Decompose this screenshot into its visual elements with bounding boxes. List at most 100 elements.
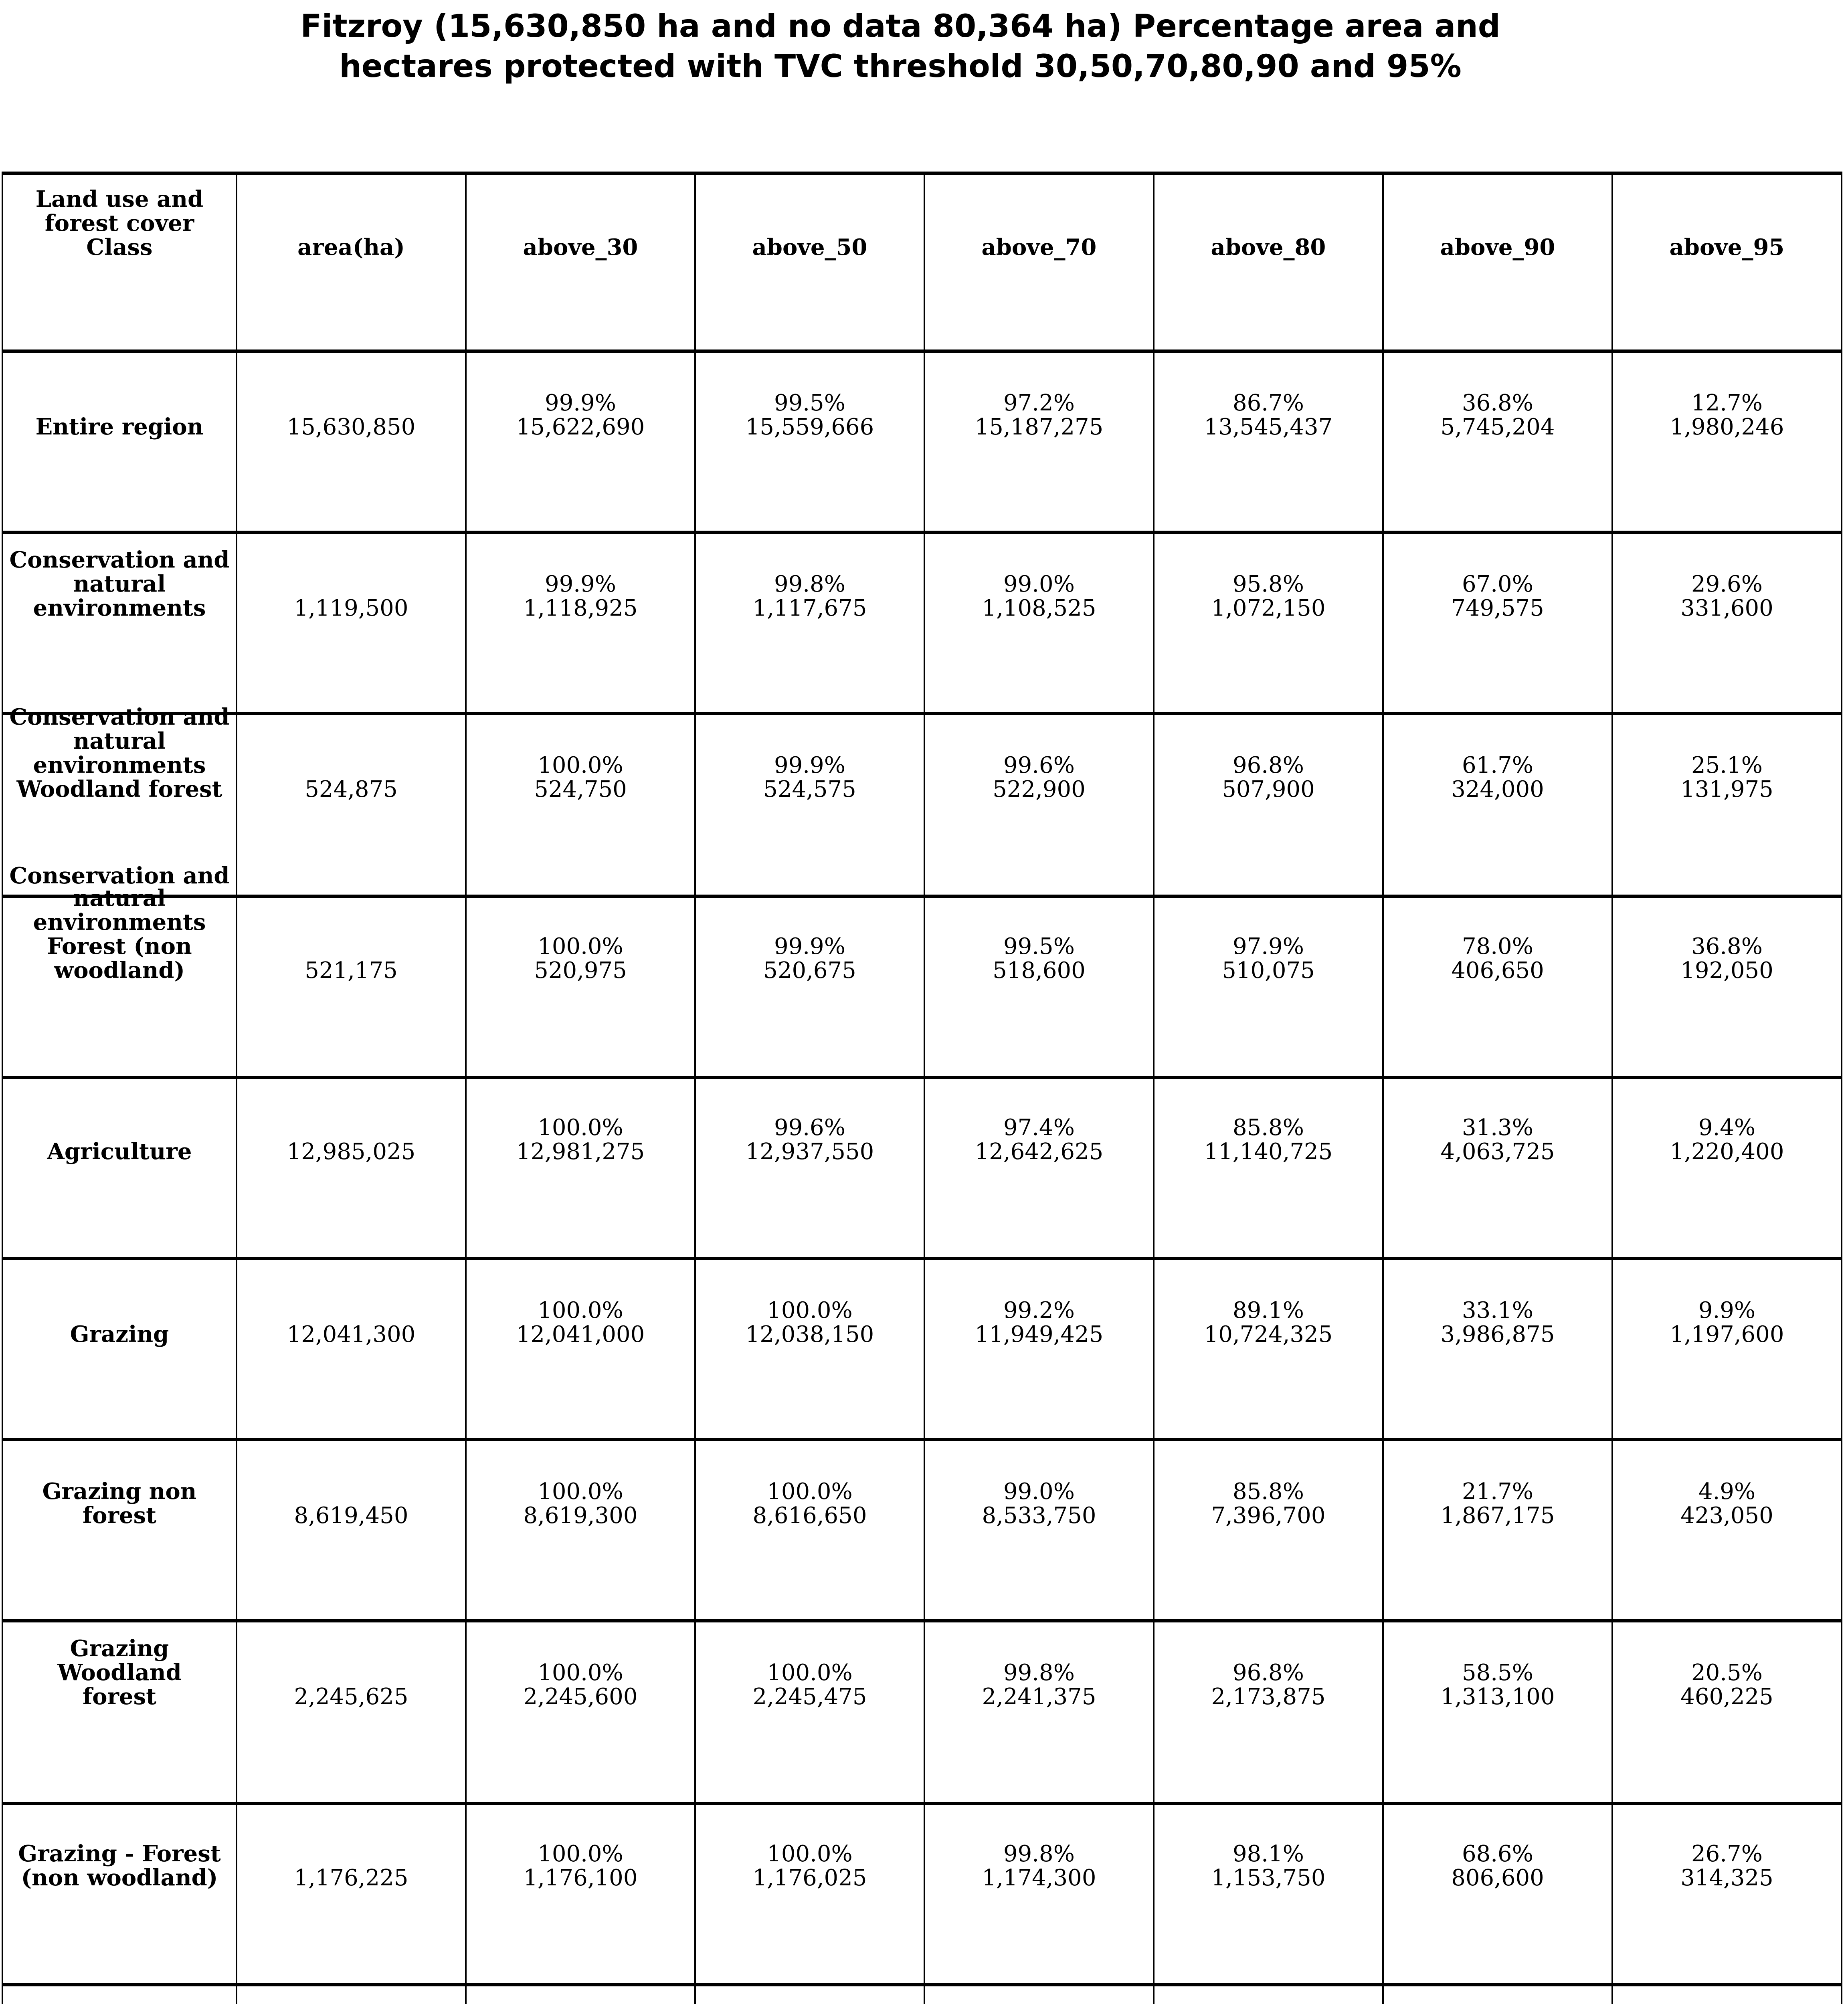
- data-cell-above-70: 99.2% 11,949,425: [925, 1260, 1154, 1438]
- hectares-value: 192,050: [1680, 959, 1773, 985]
- row-label-cell: Grazing non forest: [3, 1441, 237, 1620]
- table-row: Entire region 15,630,850 99.9% 15,622,690…: [3, 353, 1841, 534]
- hectares-value: 522,900: [993, 777, 1086, 803]
- percent-value: 99.6%: [1003, 754, 1075, 780]
- hectares-value: 510,075: [1222, 959, 1315, 985]
- hectares-value: 8,533,750: [982, 1503, 1096, 1529]
- row-label-cell: Grazing Woodland forest: [3, 1623, 237, 1801]
- hectares-value: 507,900: [1222, 777, 1315, 803]
- area-cell: 521,175: [237, 897, 467, 1075]
- table-row: Conservation and natural environments Wo…: [3, 707, 1841, 897]
- area-value: 12,985,025: [287, 1140, 416, 1166]
- hectares-value: 11,140,725: [1204, 1140, 1333, 1166]
- hectares-value: 5,745,204: [1440, 414, 1555, 440]
- header-cell-above-70: above_70: [925, 175, 1154, 349]
- row-label: Conservation and natural environments: [9, 548, 230, 622]
- header-label: above_90: [1440, 235, 1555, 261]
- data-cell-above-70: 99.6% 522,900: [925, 715, 1154, 894]
- data-cell-above-30: 100.0% 12,041,000: [467, 1260, 696, 1438]
- area-cell: 1,119,500: [237, 534, 467, 713]
- data-cell-above-30: 100.0% 2,245,600: [467, 1623, 696, 1801]
- data-cell-above-80: 98.1% 1,153,750: [1154, 1804, 1384, 1983]
- data-cell-above-70: 99.8% 1,174,300: [925, 1804, 1154, 1983]
- percent-value: 99.9%: [774, 935, 845, 961]
- percent-value: 99.9%: [545, 390, 616, 416]
- percent-value: 99.0%: [1003, 1479, 1075, 1505]
- percent-value: 85.8%: [1233, 1479, 1304, 1505]
- data-cell-above-80: 42.8%348,150: [1154, 1986, 1384, 2004]
- header-label: above_30: [523, 235, 638, 261]
- percent-value: 100.0%: [538, 1661, 623, 1687]
- hectares-value: 11,949,425: [975, 1322, 1104, 1348]
- percent-value: 99.2%: [1003, 1298, 1075, 1324]
- table-row: Conservation and natural environments 1,…: [3, 534, 1841, 716]
- area-value: 524,875: [305, 777, 398, 803]
- data-cell-above-90: 68.6% 806,600: [1384, 1804, 1613, 1983]
- hectares-value: 12,937,550: [745, 1140, 874, 1166]
- percent-value: 67.0%: [1462, 572, 1533, 598]
- hectares-value: 1,174,300: [982, 1866, 1096, 1892]
- data-cell-above-80: 97.9% 510,075: [1154, 897, 1384, 1075]
- row-label: Grazing: [70, 1322, 169, 1348]
- header-cell-area: area(ha): [237, 175, 467, 349]
- hectares-value: 460,225: [1680, 1685, 1773, 1711]
- data-cell-above-70: 97.2% 15,187,275: [925, 353, 1154, 531]
- percent-value: 99.8%: [774, 572, 845, 598]
- page-title: Fitzroy (15,630,850 ha and no data 80,36…: [0, 8, 1801, 87]
- data-cell-above-70: 99.8% 2,241,375: [925, 1623, 1154, 1801]
- data-cell-above-90: 31.3% 4,063,725: [1384, 1079, 1613, 1257]
- data-cell-above-95: 9.9% 1,197,600: [1613, 1260, 1841, 1438]
- percent-value: 9.9%: [1698, 1298, 1756, 1324]
- percent-value: 33.1%: [1462, 1298, 1533, 1324]
- hectares-value: 1,176,100: [523, 1866, 638, 1892]
- area-value: 1,176,225: [294, 1866, 408, 1892]
- header-cell-above-30: above_30: [467, 175, 696, 349]
- data-cell-above-50: 99.9% 520,675: [696, 897, 925, 1075]
- data-cell-above-50: 99.8% 1,117,675: [696, 534, 925, 713]
- header-label: above_95: [1669, 235, 1785, 261]
- data-cell-above-80: 95.8% 1,072,150: [1154, 534, 1384, 713]
- percent-value: 20.5%: [1691, 1661, 1763, 1687]
- hectares-value: 8,619,300: [523, 1503, 638, 1529]
- area-cell: 1,176,225: [237, 1804, 467, 1983]
- hectares-value: 4,063,725: [1440, 1140, 1555, 1166]
- page-title-line2: hectares protected with TVC threshold 30…: [339, 47, 1462, 84]
- header-label: Land use and forest cover Class: [35, 187, 204, 261]
- page-title-line1: Fitzroy (15,630,850 ha and no data 80,36…: [300, 8, 1500, 45]
- data-cell-above-50: 100.0% 8,616,650: [696, 1441, 925, 1620]
- row-label-cell: Grazing: [3, 1260, 237, 1438]
- percent-value: 58.5%: [1462, 1661, 1533, 1687]
- data-cell-above-95: 4.9% 423,050: [1613, 1442, 1841, 1620]
- hectares-value: 520,675: [763, 959, 856, 985]
- area-cell: 2,245,625: [237, 1623, 467, 1801]
- table-row: Agriculture 12,985,025 100.0% 12,981,275 …: [3, 1079, 1841, 1260]
- percent-value: 9.4%: [1698, 1116, 1756, 1142]
- hectares-value: 12,038,150: [745, 1322, 874, 1348]
- table-header-row: Land use and forest cover Class area(ha)…: [3, 175, 1841, 353]
- percent-value: 100.0%: [538, 754, 623, 780]
- row-label-cell: Conservation and natural environments Wo…: [3, 707, 237, 894]
- area-cell: 12,041,300: [237, 1260, 467, 1438]
- percent-value: 98.1%: [1233, 1842, 1304, 1868]
- header-label: above_70: [981, 235, 1097, 261]
- percent-value: 85.8%: [1233, 1116, 1304, 1142]
- hectares-value: 1,867,175: [1440, 1503, 1555, 1529]
- area-cell: 15,630,850: [237, 353, 467, 531]
- percent-value: 36.8%: [1691, 935, 1763, 961]
- row-label-cell: Conservation and natural environments: [3, 534, 237, 713]
- hectares-value: 3,986,875: [1440, 1322, 1555, 1348]
- row-label-cell: Conservation and natural environments Fo…: [3, 864, 237, 1075]
- table-row: Cropping 812,625 99.7%810,475 95.6%776,7…: [3, 1986, 1841, 2004]
- data-cell-above-70: 73.0%592,875: [925, 1986, 1154, 2004]
- data-cell-above-70: 99.5% 518,600: [925, 897, 1154, 1075]
- data-cell-above-30: 100.0% 8,619,300: [467, 1441, 696, 1620]
- percent-value: 100.0%: [767, 1842, 853, 1868]
- data-cell-above-90: 7.3%59,500: [1384, 1986, 1613, 2004]
- percent-value: 25.1%: [1691, 754, 1763, 780]
- percent-value: 97.4%: [1003, 1116, 1075, 1142]
- percent-value: 99.5%: [1003, 935, 1075, 961]
- area-value: 2,245,625: [294, 1685, 408, 1711]
- hectares-value: 1,220,400: [1670, 1140, 1784, 1166]
- table-row: Grazing 12,041,300 100.0% 12,041,000 100.…: [3, 1260, 1841, 1442]
- percent-value: 68.6%: [1462, 1842, 1533, 1868]
